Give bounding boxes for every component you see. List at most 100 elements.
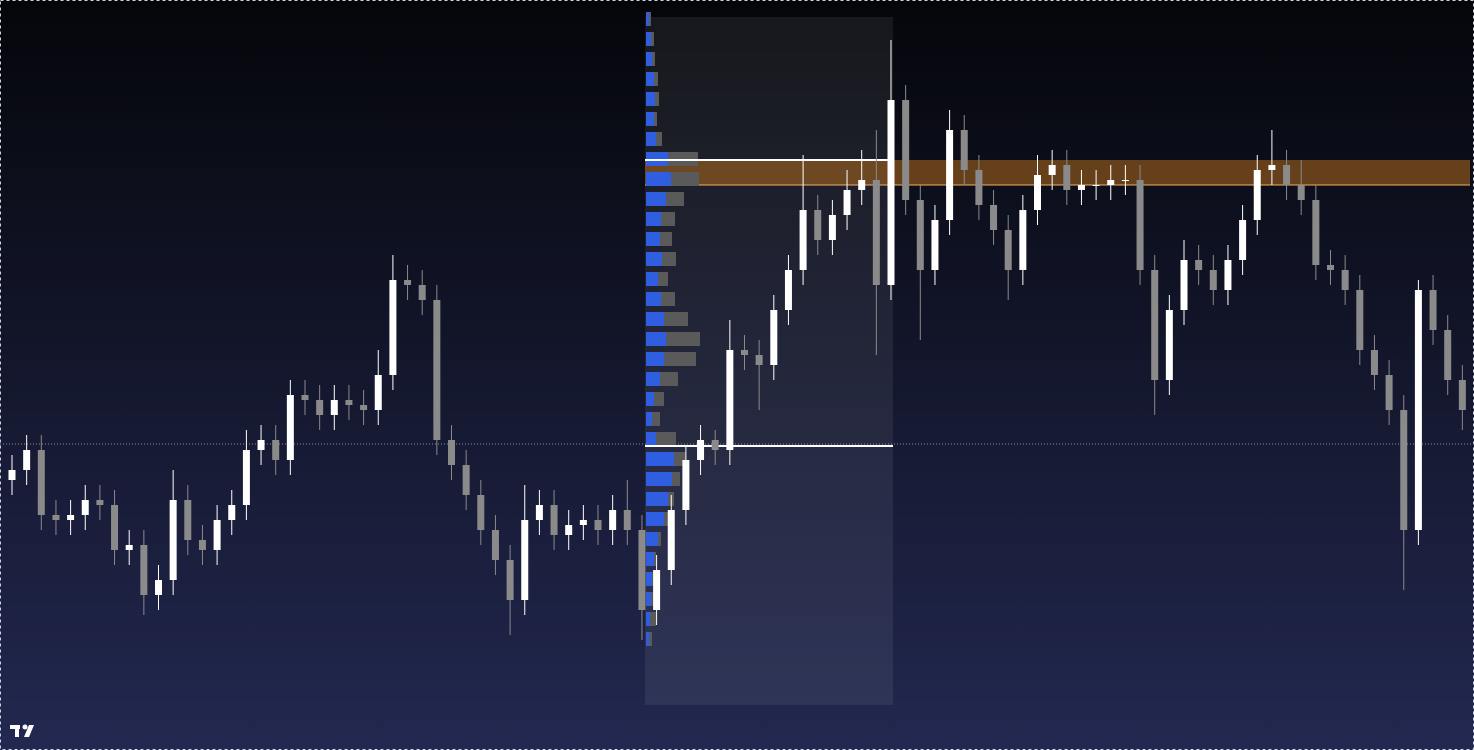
- profile-buy: [646, 112, 654, 126]
- profile-buy: [646, 572, 652, 586]
- candle-body: [1180, 260, 1188, 310]
- candle-body: [858, 180, 866, 190]
- candle-body: [1195, 260, 1203, 270]
- candle-body: [125, 545, 133, 550]
- profile-sell: [660, 372, 678, 386]
- candle-body: [623, 510, 631, 530]
- profile-buy: [646, 72, 654, 86]
- candle-body: [506, 560, 514, 600]
- candle-body: [726, 350, 734, 450]
- logo: [10, 724, 34, 737]
- candle-body: [491, 530, 499, 560]
- candle-body: [8, 470, 16, 480]
- profile-sell: [671, 172, 699, 186]
- candle-body: [887, 100, 895, 285]
- profile-sell: [651, 32, 654, 46]
- profile-sell: [672, 472, 680, 486]
- candle-body: [1253, 170, 1261, 220]
- profile-buy: [646, 532, 658, 546]
- profile-sell: [649, 632, 652, 646]
- profile-buy: [646, 292, 661, 306]
- candle-body: [1107, 180, 1115, 185]
- profile-buy: [646, 192, 666, 206]
- candle-body: [1385, 375, 1393, 410]
- profile-buy: [646, 432, 656, 446]
- candle-body: [755, 355, 763, 365]
- candle-body: [960, 130, 968, 170]
- profile-sell: [652, 52, 655, 66]
- candle-body: [1048, 165, 1056, 175]
- candle-body: [418, 285, 426, 300]
- candle-body: [946, 130, 954, 220]
- candle-body: [902, 100, 910, 200]
- candle-body: [1121, 180, 1129, 181]
- candle-body: [535, 505, 543, 520]
- profile-buy: [646, 632, 649, 646]
- candle-body: [1239, 220, 1247, 260]
- profile-sell: [654, 112, 657, 126]
- candle-body: [228, 505, 236, 520]
- candle-body: [111, 505, 119, 550]
- candle-body: [1414, 290, 1422, 530]
- profile-sell: [650, 612, 656, 626]
- profile-sell: [666, 192, 684, 206]
- profile-buy: [646, 272, 658, 286]
- candle-body: [1444, 330, 1452, 380]
- candle-body: [301, 395, 309, 400]
- profile-buy: [646, 592, 651, 606]
- candle-body: [286, 395, 294, 460]
- candle-body: [770, 310, 778, 365]
- candle-body: [975, 170, 983, 205]
- candle-body: [799, 210, 807, 270]
- profile-sell: [661, 212, 675, 226]
- candle-body: [1034, 175, 1041, 210]
- candle-body: [1165, 310, 1173, 380]
- profile-buy: [646, 32, 651, 46]
- profile-buy: [646, 312, 664, 326]
- candle-body: [550, 505, 558, 535]
- candle-body: [609, 510, 617, 530]
- profile-sell: [652, 412, 660, 426]
- candle-body: [433, 300, 441, 440]
- candle-body: [741, 350, 748, 355]
- candle-body: [462, 465, 470, 495]
- candle-body: [579, 520, 587, 525]
- candle-body: [169, 500, 177, 580]
- candle-body: [711, 440, 719, 450]
- candle-body: [1429, 290, 1437, 330]
- candle-body: [814, 210, 822, 240]
- profile-buy: [646, 212, 661, 226]
- profile-sell: [656, 132, 662, 146]
- candle-body: [477, 495, 485, 530]
- candle-body: [872, 180, 880, 285]
- profile-buy: [646, 412, 652, 426]
- profile-buy: [646, 172, 671, 186]
- candle-body: [1327, 265, 1334, 270]
- candle-body: [257, 440, 265, 450]
- candle-body: [521, 520, 529, 600]
- candle-body: [1019, 210, 1027, 270]
- candle-body: [594, 520, 602, 530]
- profile-buy: [646, 352, 664, 366]
- candle-body: [1458, 380, 1466, 410]
- candle-body: [52, 515, 60, 520]
- profile-buy: [646, 132, 656, 146]
- candle-body: [931, 220, 939, 270]
- candle-body: [81, 500, 89, 515]
- candle-body: [667, 510, 675, 570]
- candle-body: [1224, 260, 1232, 290]
- candle-body: [1136, 180, 1144, 270]
- plot: [0, 12, 1474, 646]
- profile-sell: [666, 332, 700, 346]
- profile-sell: [664, 352, 696, 366]
- candle-body: [1341, 270, 1349, 290]
- profile-sell: [658, 272, 668, 286]
- profile-buy: [646, 332, 666, 346]
- profile-sell: [664, 512, 668, 526]
- candle-body: [330, 400, 338, 415]
- candle-body: [67, 515, 75, 520]
- candle-body: [1268, 165, 1276, 170]
- profile-sell: [655, 92, 659, 106]
- profile-buy: [646, 372, 660, 386]
- profile-buy: [646, 552, 654, 566]
